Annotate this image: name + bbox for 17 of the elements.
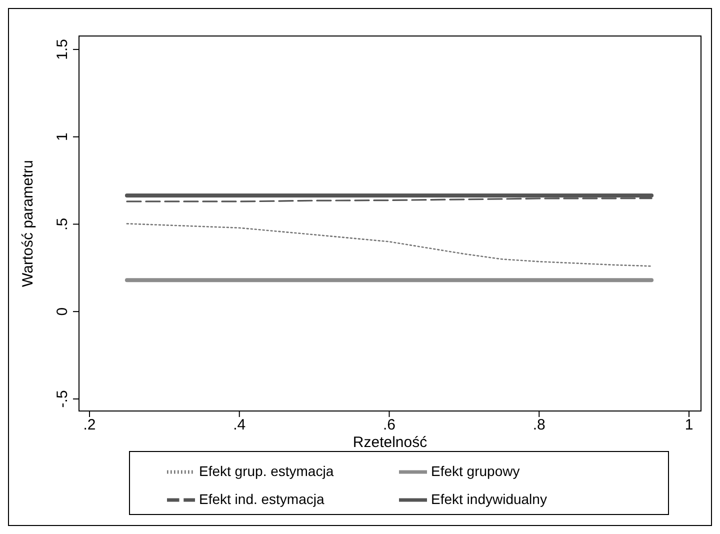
x-tick-label: .6 — [382, 416, 396, 434]
legend-label: Efekt grup. estymacja — [199, 462, 335, 479]
line-series — [126, 223, 652, 267]
x-tick-label: .4 — [233, 416, 246, 434]
x-tick-label: 1 — [684, 416, 694, 434]
y-tick-label: 0 — [54, 307, 71, 316]
legend-label: Efekt grupowy — [431, 462, 521, 479]
legend-label: Efekt indywidualny — [431, 490, 548, 507]
legend-label: Efekt ind. estymacja — [199, 490, 326, 507]
y-tick-label: .5 — [54, 218, 71, 230]
y-axis-title: Wartość parametru — [19, 160, 36, 287]
y-tick-label: 1 — [54, 132, 71, 141]
x-tick-label: .8 — [532, 416, 546, 434]
x-axis-title: Rzetelność — [352, 434, 428, 451]
y-tick-label: -.5 — [54, 390, 71, 408]
y-tick-label: 1.5 — [54, 39, 71, 60]
x-tick-label: .2 — [83, 416, 96, 434]
